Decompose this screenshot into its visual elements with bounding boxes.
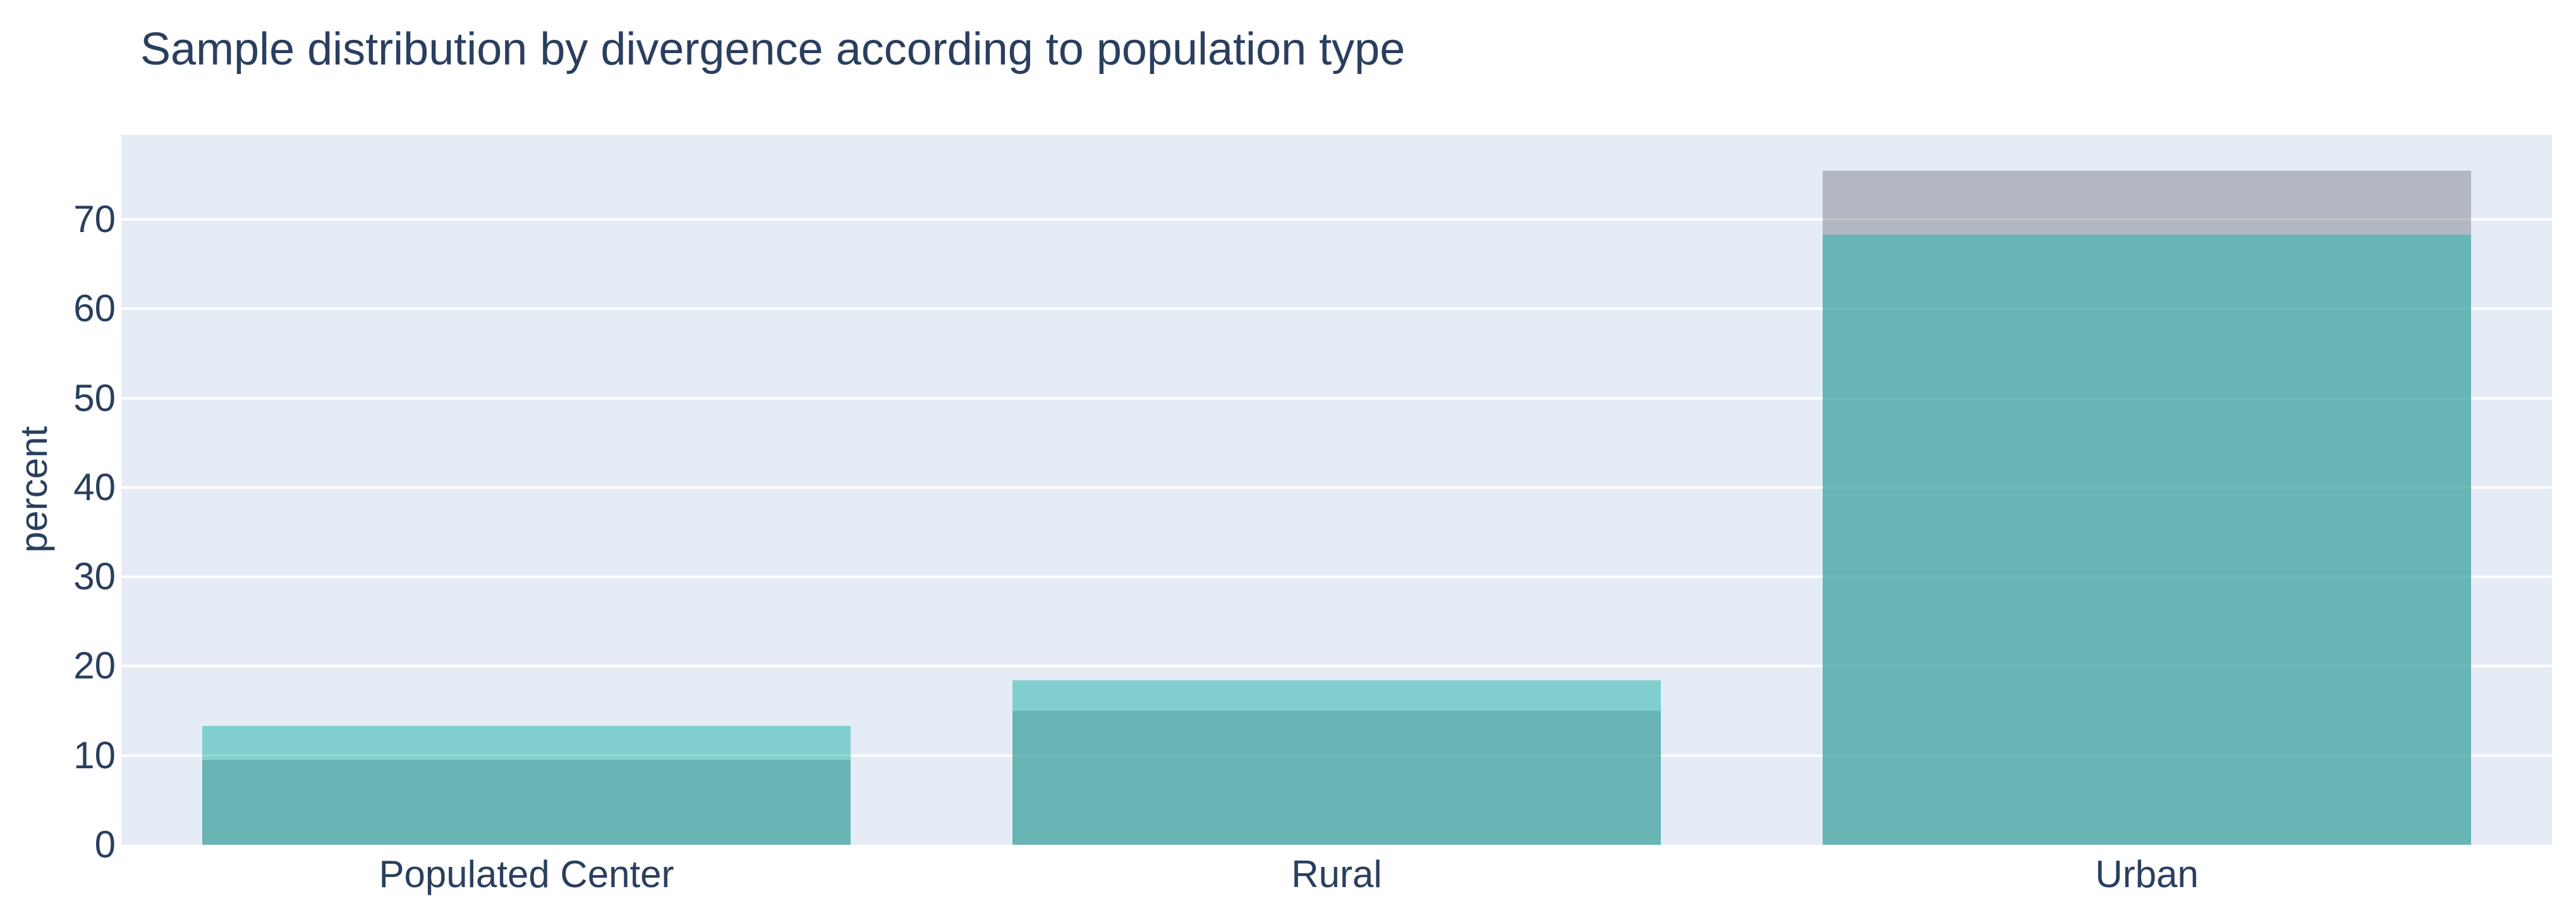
y-tick-label-10: 10 <box>73 733 116 776</box>
y-tick-label-0: 0 <box>94 823 116 866</box>
y-tick-label-40: 40 <box>73 465 116 508</box>
bar-teal-series-urban[interactable] <box>1823 235 2471 845</box>
plot-area[interactable] <box>121 135 2552 845</box>
y-tick-label-70: 70 <box>73 198 116 241</box>
x-tick-label-populated-center: Populated Center <box>379 853 674 895</box>
bar-teal-series-rural[interactable] <box>1012 680 1661 845</box>
chart-title: Sample distribution by divergence accord… <box>140 24 1406 75</box>
x-tick-label-rural: Rural <box>1291 853 1382 895</box>
gridline-70 <box>121 218 2552 221</box>
bar-teal-series-populated-center[interactable] <box>202 726 851 845</box>
gridline-20 <box>121 665 2552 668</box>
y-tick-label-30: 30 <box>73 555 116 598</box>
y-tick-label-20: 20 <box>73 644 116 687</box>
x-tick-label-urban: Urban <box>2095 853 2199 895</box>
gridline-40 <box>121 486 2552 489</box>
gridline-50 <box>121 396 2552 400</box>
y-tick-label-50: 50 <box>73 376 116 419</box>
gridline-30 <box>121 575 2552 579</box>
gridline-60 <box>121 307 2552 310</box>
y-tick-label-60: 60 <box>73 287 116 330</box>
